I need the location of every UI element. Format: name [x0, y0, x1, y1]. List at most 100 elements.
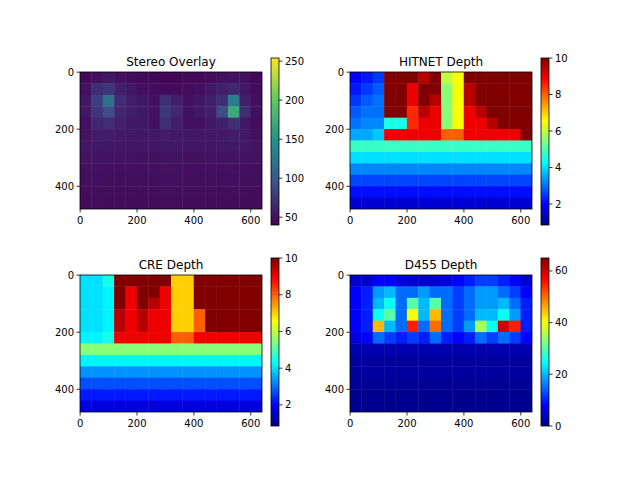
x-tick	[137, 209, 138, 213]
cell	[239, 286, 251, 298]
cell	[452, 198, 464, 209]
title: HITNET Depth	[399, 55, 483, 69]
cell	[239, 72, 251, 84]
cell	[205, 389, 217, 401]
cell	[228, 106, 240, 118]
cell	[137, 72, 149, 84]
y-tick	[347, 332, 351, 333]
y-tick-label: 200	[55, 124, 74, 135]
colorbar-tick-label: 0	[555, 421, 561, 432]
cell	[114, 332, 126, 344]
cell	[251, 163, 262, 175]
colorbar-tick	[279, 368, 283, 369]
cell	[148, 344, 160, 356]
cell	[521, 355, 532, 367]
cell	[430, 355, 442, 367]
cell	[171, 106, 183, 118]
x-tick-label: 600	[241, 418, 260, 429]
cell	[114, 378, 126, 390]
cell	[194, 401, 206, 412]
cell	[487, 378, 499, 390]
cell	[228, 309, 240, 321]
cell	[194, 332, 206, 344]
cell	[217, 95, 229, 107]
cell	[384, 118, 396, 130]
cell	[521, 106, 532, 118]
cell	[114, 106, 126, 118]
cell	[205, 321, 217, 333]
cell	[487, 298, 499, 310]
cell	[182, 378, 194, 390]
cell	[475, 378, 487, 390]
cell	[396, 118, 408, 130]
cell	[126, 344, 138, 356]
cell	[171, 83, 183, 95]
cell	[407, 186, 419, 198]
cell	[361, 106, 373, 118]
y-tick-label: 200	[325, 327, 344, 338]
colorbar-tick-label: 4	[285, 363, 291, 374]
cell	[418, 163, 430, 175]
cell	[373, 275, 385, 287]
cell	[91, 118, 103, 130]
cell	[182, 106, 194, 118]
cell	[498, 378, 510, 390]
cell	[396, 332, 408, 344]
cell	[361, 152, 373, 164]
cell	[114, 118, 126, 130]
cell	[160, 141, 172, 153]
cell	[160, 198, 172, 209]
cell	[487, 95, 499, 107]
cell	[251, 378, 262, 390]
cell	[137, 141, 149, 153]
cell	[91, 344, 103, 356]
cell	[239, 298, 251, 310]
y-tick-label: 400	[325, 384, 344, 395]
cell	[160, 355, 172, 367]
cell	[373, 163, 385, 175]
cell	[441, 321, 453, 333]
cell	[384, 141, 396, 153]
cell	[228, 186, 240, 198]
cell	[452, 298, 464, 310]
cell	[407, 198, 419, 209]
cell	[160, 275, 172, 287]
cell	[205, 401, 217, 412]
cell	[205, 106, 217, 118]
cell	[509, 175, 521, 187]
cell	[407, 118, 419, 130]
colorbar-tick-label: 200	[285, 95, 304, 106]
cell	[396, 389, 408, 401]
cell	[205, 344, 217, 356]
cell	[217, 186, 229, 198]
y-tick-label: 400	[55, 181, 74, 192]
cell	[217, 355, 229, 367]
cell	[217, 366, 229, 378]
cell	[430, 275, 442, 287]
cell	[239, 152, 251, 164]
cell	[441, 95, 453, 107]
cell	[430, 83, 442, 95]
cell	[441, 298, 453, 310]
cell	[509, 298, 521, 310]
cell	[182, 198, 194, 209]
cell	[498, 286, 510, 298]
cell	[217, 152, 229, 164]
cell	[126, 389, 138, 401]
cell	[521, 275, 532, 287]
y-tick	[347, 72, 351, 73]
cell	[350, 198, 362, 209]
cell	[137, 83, 149, 95]
cell	[137, 366, 149, 378]
cell	[228, 83, 240, 95]
cell	[430, 141, 442, 153]
cell	[228, 378, 240, 390]
x-tick-label: 600	[511, 418, 530, 429]
cell	[251, 344, 262, 356]
colorbar-tick-label: 20	[555, 369, 568, 380]
cell	[384, 309, 396, 321]
cell	[80, 118, 92, 130]
cell	[91, 152, 103, 164]
cell	[498, 309, 510, 321]
cell	[205, 152, 217, 164]
